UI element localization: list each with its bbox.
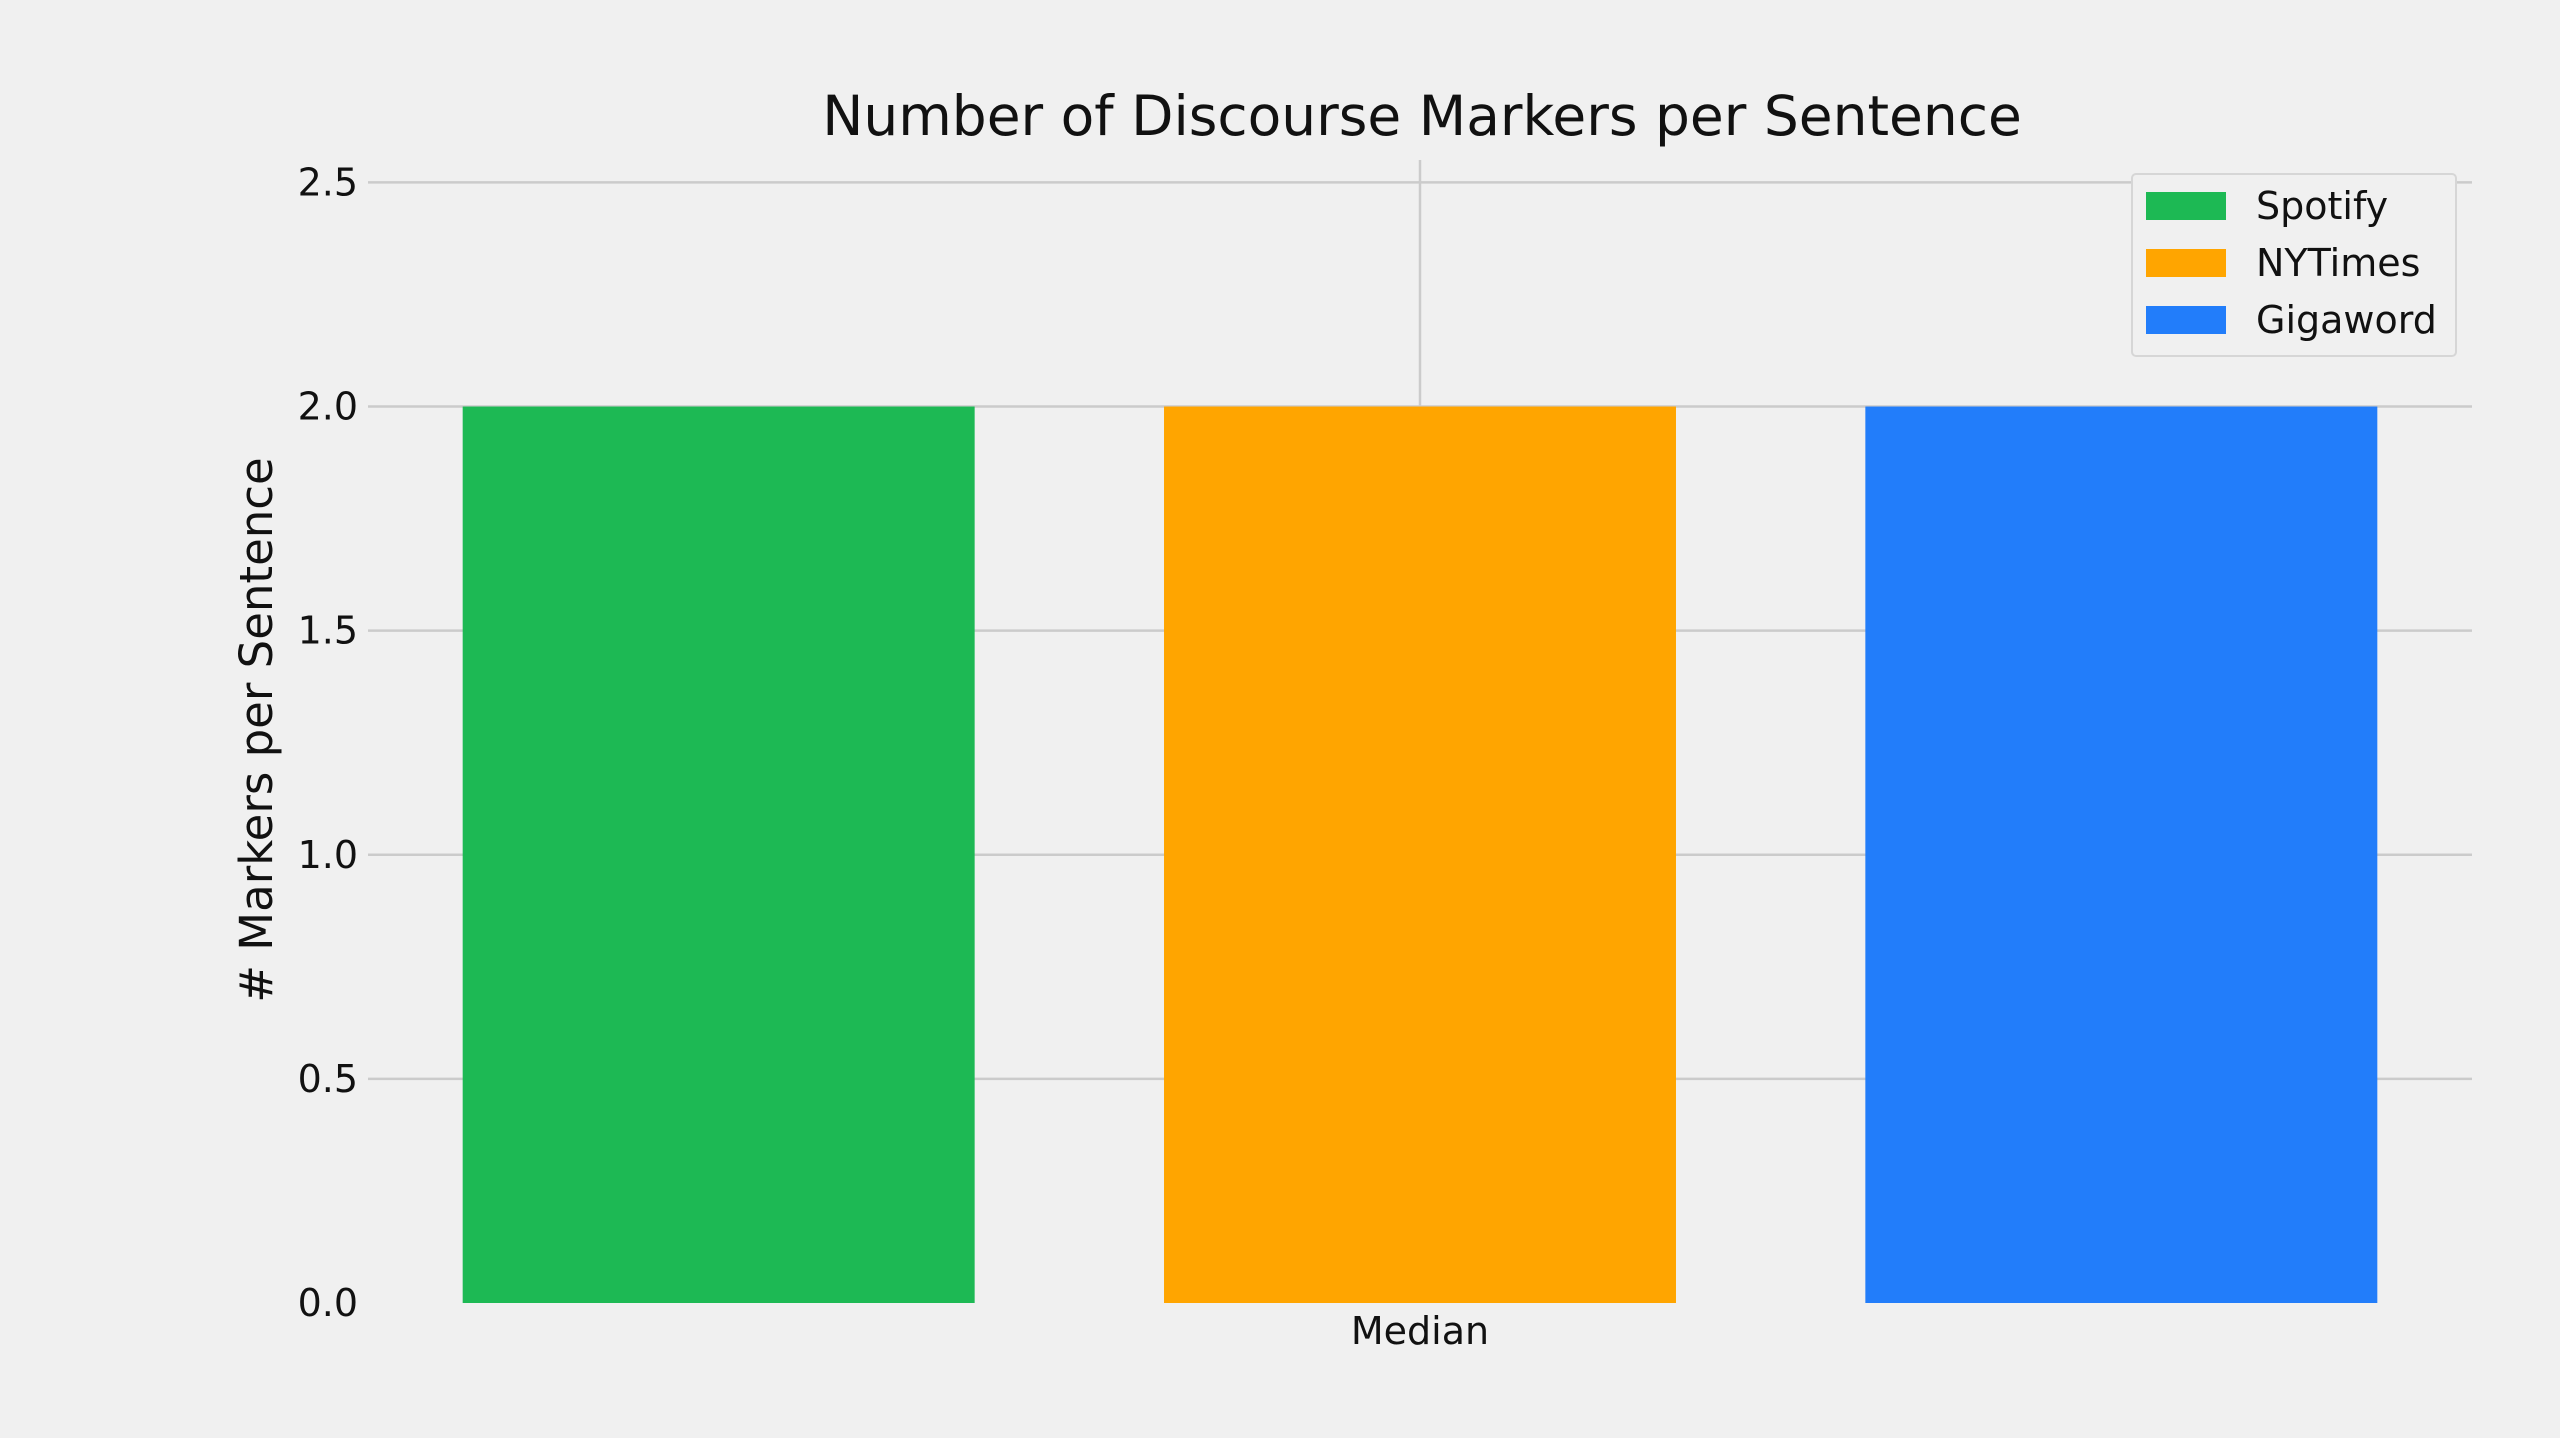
legend-label: Gigaword xyxy=(2256,298,2437,342)
legend-label: NYTimes xyxy=(2256,241,2420,285)
y-tick-label: 2.5 xyxy=(298,160,358,204)
y-tick-label: 1.5 xyxy=(298,609,358,653)
x-tick-label: Median xyxy=(1351,1309,1489,1353)
x-ticks: Median xyxy=(1351,1309,1489,1353)
legend-swatch xyxy=(2146,306,2226,334)
bar-gigaword xyxy=(1865,406,2378,1303)
bar-nytimes xyxy=(1164,406,1676,1303)
legend: Spotify NYTimes Gigaword xyxy=(2131,173,2457,357)
bar-spotify xyxy=(462,406,975,1303)
chart-title: Number of Discourse Markers per Sentence xyxy=(822,84,2022,148)
legend-label: Spotify xyxy=(2256,184,2388,228)
y-tick-label: 0.5 xyxy=(298,1057,358,1101)
y-axis-label: # Markers per Sentence xyxy=(230,457,283,1002)
legend-swatch xyxy=(2146,249,2226,277)
legend-swatch xyxy=(2146,192,2226,220)
y-tick-label: 0.0 xyxy=(298,1281,358,1325)
y-ticks: 0.0 0.5 1.0 1.5 2.0 2.5 xyxy=(298,160,358,1325)
y-tick-label: 1.0 xyxy=(298,833,358,877)
bars-layer xyxy=(462,406,2378,1303)
y-tick-label: 2.0 xyxy=(298,385,358,429)
